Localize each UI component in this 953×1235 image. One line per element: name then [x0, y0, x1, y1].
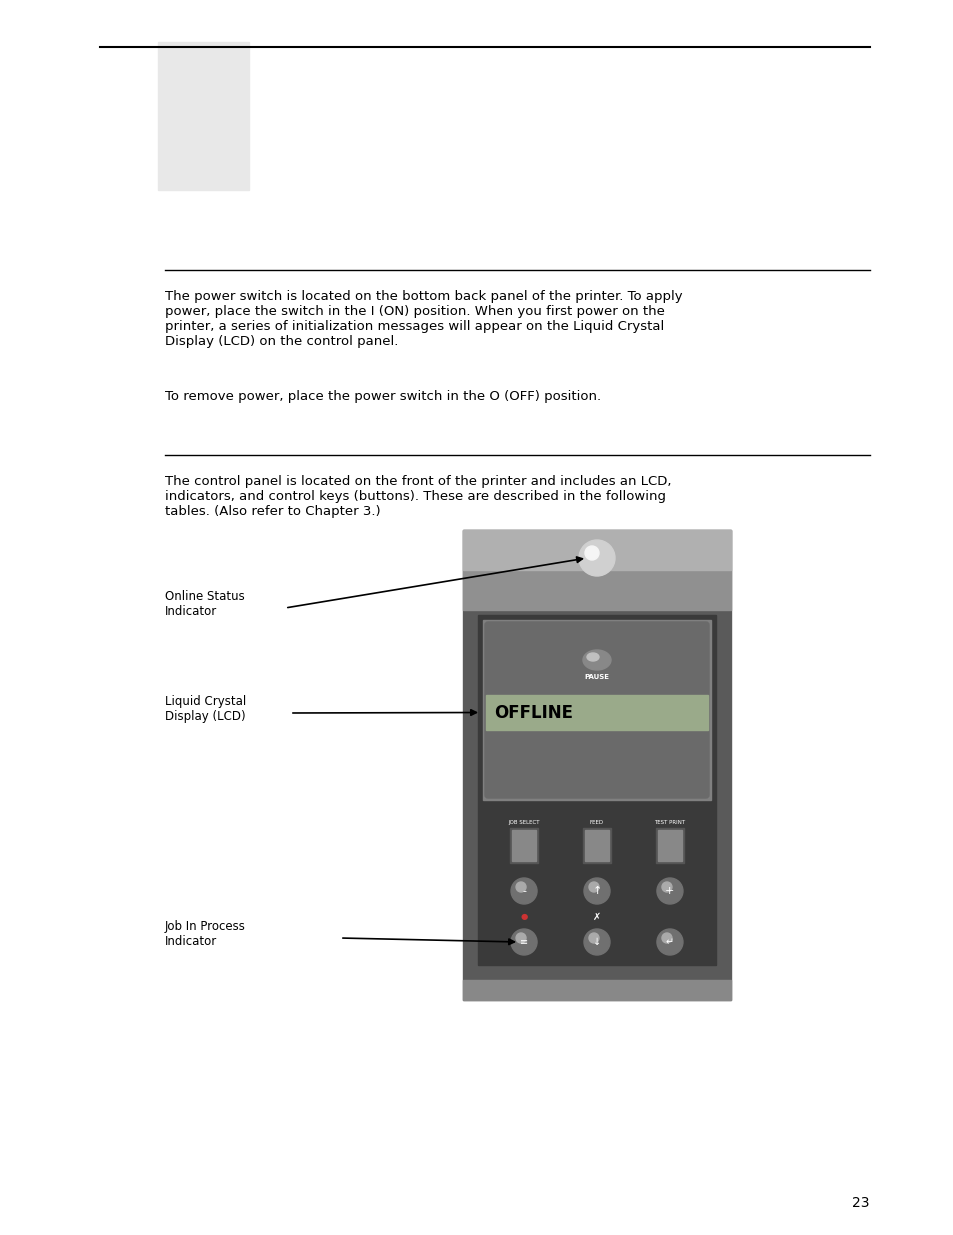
Text: ●: ●	[520, 913, 527, 921]
Ellipse shape	[582, 650, 610, 671]
Circle shape	[516, 882, 525, 892]
Bar	[656, 827, 683, 863]
Bar	[658, 830, 681, 861]
Text: ↓: ↓	[593, 937, 600, 947]
Circle shape	[583, 929, 609, 955]
Circle shape	[584, 546, 598, 559]
Text: ≡: ≡	[519, 937, 528, 947]
Circle shape	[657, 878, 682, 904]
Circle shape	[588, 932, 598, 944]
Text: TEST PRINT: TEST PRINT	[654, 820, 685, 825]
Text: 23: 23	[852, 1195, 869, 1210]
Text: -: -	[521, 885, 525, 897]
Bar	[477, 615, 716, 965]
Text: The power switch is located on the bottom back panel of the printer. To apply
po: The power switch is located on the botto…	[165, 290, 682, 348]
Ellipse shape	[586, 653, 598, 661]
Text: JOB SELECT: JOB SELECT	[508, 820, 539, 825]
Circle shape	[583, 878, 609, 904]
Bar	[462, 530, 730, 1000]
Text: +: +	[664, 885, 674, 897]
Text: Liquid Crystal
Display (LCD): Liquid Crystal Display (LCD)	[165, 695, 246, 722]
Circle shape	[511, 929, 537, 955]
Text: Job In Process
Indicator: Job In Process Indicator	[165, 920, 246, 948]
Text: PAUSE: PAUSE	[584, 674, 609, 680]
Bar	[582, 827, 610, 863]
Bar	[584, 830, 608, 861]
Bar	[485, 695, 707, 730]
Circle shape	[661, 932, 671, 944]
Circle shape	[657, 929, 682, 955]
Bar	[462, 530, 730, 571]
Bar	[462, 530, 730, 610]
Text: To remove power, place the power switch in the O (OFF) position.: To remove power, place the power switch …	[165, 390, 600, 403]
Text: OFFLINE: OFFLINE	[494, 704, 573, 721]
Bar	[462, 981, 730, 1000]
Bar	[482, 620, 710, 800]
Text: Online Status
Indicator: Online Status Indicator	[165, 590, 245, 618]
Bar	[510, 827, 537, 863]
FancyBboxPatch shape	[484, 622, 708, 798]
Text: ↑: ↑	[592, 885, 601, 897]
Text: The control panel is located on the front of the printer and includes an LCD,
in: The control panel is located on the fron…	[165, 475, 671, 517]
Circle shape	[511, 878, 537, 904]
Bar	[512, 830, 536, 861]
Circle shape	[578, 540, 615, 576]
Circle shape	[661, 882, 671, 892]
Text: ↵: ↵	[665, 937, 674, 947]
Circle shape	[588, 882, 598, 892]
Circle shape	[516, 932, 525, 944]
Text: FEED: FEED	[589, 820, 603, 825]
Bar	[158, 42, 249, 190]
Text: ✗: ✗	[593, 911, 600, 923]
